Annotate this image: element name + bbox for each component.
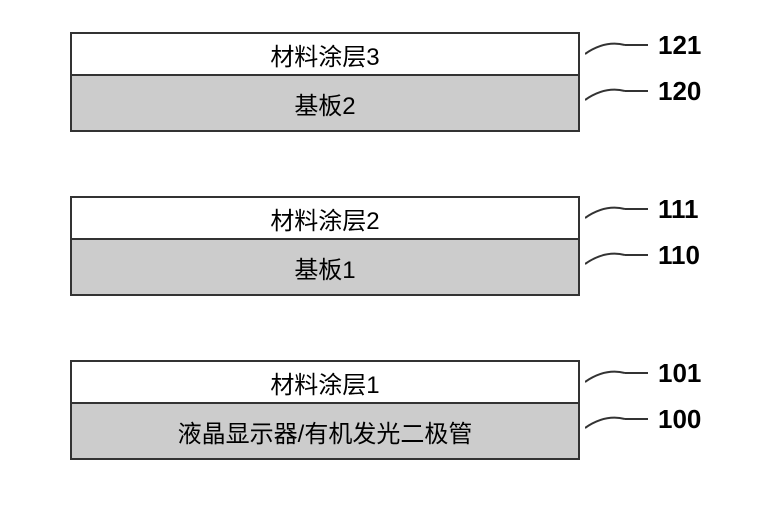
layer-coating-1: 材料涂层1 xyxy=(70,360,580,402)
layer-text: 材料涂层3 xyxy=(270,37,379,72)
layer-text: 基板2 xyxy=(294,86,355,121)
layer-label: 111 xyxy=(658,194,699,225)
leader-line-icon xyxy=(585,86,625,104)
layer-label: 100 xyxy=(658,404,701,435)
layer-label: 120 xyxy=(658,76,701,107)
layer-label: 110 xyxy=(658,240,700,271)
layer-text: 基板1 xyxy=(294,250,355,285)
leader-line-icon xyxy=(585,250,625,268)
layer-stack-diagram: 材料涂层3 基板2 材料涂层2 基板1 材料涂层1 液晶显示器/有机发光二极管 … xyxy=(40,20,717,485)
layer-substrate-2: 基板2 xyxy=(70,74,580,132)
layer-text: 材料涂层2 xyxy=(270,201,379,236)
leader-line-icon xyxy=(625,208,648,210)
leader-line-icon xyxy=(625,44,648,46)
layer-lcd-oled: 液晶显示器/有机发光二极管 xyxy=(70,402,580,460)
leader-line-icon xyxy=(625,254,648,256)
layer-text: 液晶显示器/有机发光二极管 xyxy=(178,414,473,449)
stack-group-3: 材料涂层1 液晶显示器/有机发光二极管 xyxy=(70,360,580,460)
layer-coating-2: 材料涂层2 xyxy=(70,196,580,238)
layer-substrate-1: 基板1 xyxy=(70,238,580,296)
layer-label: 121 xyxy=(658,30,701,61)
leader-line-icon xyxy=(585,414,625,432)
leader-line-icon xyxy=(625,90,648,92)
leader-line-icon xyxy=(625,418,648,420)
layer-coating-3: 材料涂层3 xyxy=(70,32,580,74)
stack-group-1: 材料涂层3 基板2 xyxy=(70,32,580,132)
leader-line-icon xyxy=(625,372,648,374)
leader-line-icon xyxy=(585,204,625,222)
leader-line-icon xyxy=(585,368,625,386)
layer-text: 材料涂层1 xyxy=(270,365,379,400)
stack-group-2: 材料涂层2 基板1 xyxy=(70,196,580,296)
leader-line-icon xyxy=(585,40,625,58)
layer-label: 101 xyxy=(658,358,701,389)
